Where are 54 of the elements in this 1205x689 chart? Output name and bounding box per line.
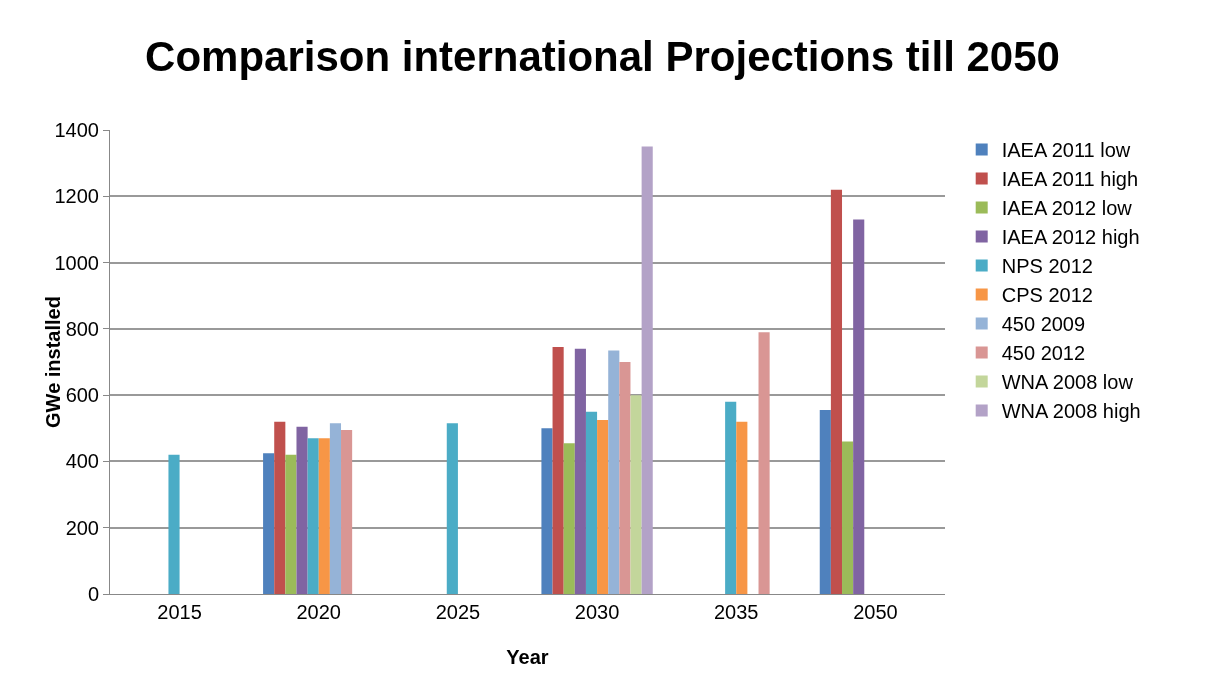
y-tick-label: 1000: [54, 251, 99, 274]
bar: [619, 362, 631, 594]
legend-label: IAEA 2011 low: [1001, 139, 1131, 162]
x-tick-label: 2020: [296, 601, 341, 623]
legend-label: WNA 2008 high: [1001, 400, 1141, 423]
bar: [285, 454, 297, 594]
bar: [318, 438, 330, 594]
chart-title: Comparison international Projections till 2050: [145, 32, 1060, 80]
legend-label: WNA 2008 low: [1001, 371, 1134, 394]
x-tick-label: 2035: [714, 601, 759, 623]
bar: [263, 453, 275, 594]
legend-label: 450 2009: [1001, 313, 1086, 336]
y-tick-label: 400: [65, 450, 99, 473]
bar: [630, 395, 642, 594]
bar: [736, 421, 748, 594]
bar: [563, 443, 575, 594]
y-tick-label: 600: [65, 384, 99, 407]
bar: [758, 332, 770, 594]
legend-label: CPS 2012: [1001, 284, 1093, 307]
bar: [329, 423, 342, 594]
legend-label: IAEA 2011 high: [1001, 168, 1139, 191]
x-tick-label: 2050: [853, 601, 898, 623]
bar: [725, 401, 737, 594]
bar: [608, 350, 620, 594]
y-tick-label: 200: [65, 516, 99, 539]
y-tick-label: 1400: [54, 119, 99, 141]
bar: [597, 420, 609, 594]
bar: [842, 441, 854, 594]
legend-label: NPS 2012: [1001, 255, 1093, 278]
legend-label: IAEA 2012 high: [1001, 226, 1140, 249]
bar: [830, 189, 843, 594]
bar: [296, 426, 308, 594]
bar: [574, 348, 586, 594]
bar: [168, 454, 180, 594]
bar: [341, 429, 353, 594]
legend-label: 450 2012: [1001, 342, 1086, 365]
bar: [552, 347, 564, 594]
bar: [641, 146, 653, 594]
bar: [819, 410, 831, 594]
legend-label: IAEA 2012 low: [1001, 197, 1133, 220]
x-axis-title: Year: [506, 646, 549, 668]
y-tick-label: 0: [87, 583, 99, 605]
x-tick-label: 2030: [574, 601, 620, 623]
bar: [274, 421, 286, 594]
y-axis-title: GWe installed: [41, 296, 64, 428]
bar: [541, 428, 553, 594]
x-tick-label: 2015: [157, 601, 202, 623]
bar: [585, 411, 598, 594]
y-tick-label: 1200: [54, 185, 99, 208]
y-tick-label: 800: [65, 317, 99, 340]
bar: [307, 438, 319, 594]
bar: [446, 423, 458, 594]
bar: [853, 219, 865, 594]
x-tick-label: 2025: [435, 601, 481, 623]
